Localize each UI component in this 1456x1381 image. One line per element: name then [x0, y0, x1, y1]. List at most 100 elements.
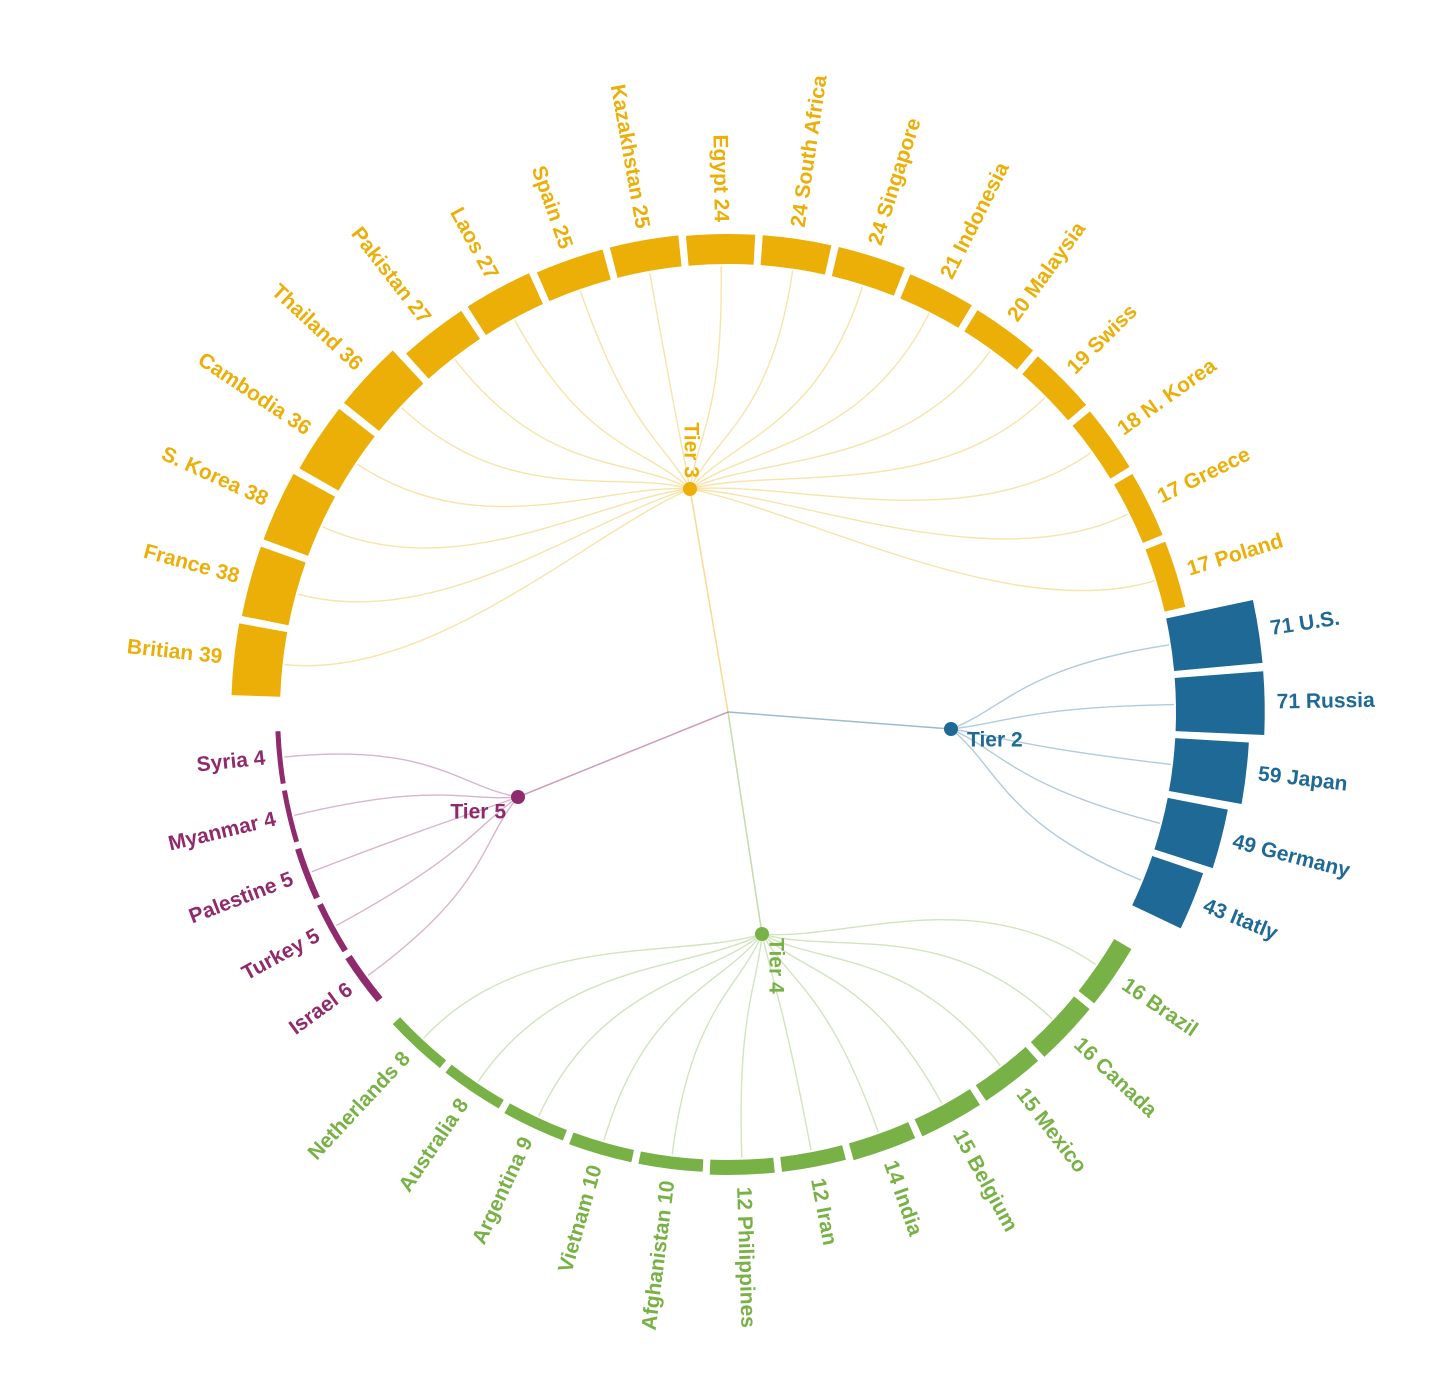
branch-link-thailand — [401, 407, 691, 490]
label-spain: Spain 25 — [527, 163, 577, 252]
label-britian: Britian 39 — [126, 635, 224, 668]
branch-link-kazakhstan — [649, 272, 691, 490]
bar-philippines — [709, 1157, 775, 1175]
tier-label-tier-4: Tier 4 — [764, 938, 787, 994]
tier-node-tier-4 — [755, 927, 769, 941]
bar-australia — [445, 1064, 504, 1109]
bar-spain — [536, 249, 611, 302]
label-iran: 12 Iran — [806, 1176, 841, 1247]
label-cambodia: Cambodia 36 — [194, 348, 315, 440]
branch-link-belgium — [761, 933, 943, 1104]
label-laos: Laos 27 — [445, 204, 503, 284]
branch-link-pakistan — [454, 359, 691, 490]
bar-u-s — [1166, 599, 1263, 672]
label-palestine: Palestine 5 — [186, 867, 297, 928]
branch-link-swiss — [689, 397, 1046, 490]
tier-node-tier-5 — [511, 790, 525, 804]
branch-link-greece — [689, 488, 1129, 540]
bar-singapore — [831, 247, 905, 296]
label-greece: 17 Greece — [1154, 443, 1254, 508]
bar-kazakhstan — [609, 235, 682, 278]
branch-link-u-s — [950, 644, 1170, 730]
branch-link-egypt — [689, 266, 722, 490]
bar-poland — [1145, 541, 1186, 612]
tier-node-tier-3 — [683, 482, 697, 496]
bar-swiss — [1022, 356, 1087, 421]
bar-india — [848, 1122, 916, 1161]
bar-turkey — [317, 903, 348, 953]
trunk-link-tier-4 — [727, 711, 763, 935]
branch-link-south-africa — [689, 270, 794, 490]
branch-link-france — [297, 488, 691, 603]
label-s-korea: S. Korea 38 — [158, 442, 272, 511]
bar-syria — [275, 731, 286, 785]
tier-node-tier-2 — [944, 722, 958, 736]
branch-link-canada — [761, 933, 1053, 1020]
label-indonesia: 21 Indonesia — [936, 158, 1014, 282]
label-kazakhstan: Kazakhstan 25 — [606, 83, 654, 231]
bar-itatly — [1132, 856, 1204, 929]
branch-link-germany — [950, 728, 1161, 824]
label-australia: Australia 8 — [394, 1094, 473, 1196]
bar-palestine — [295, 847, 320, 900]
bar-britian — [231, 623, 288, 697]
branch-link-itatly — [950, 728, 1142, 881]
bar-germany — [1154, 797, 1228, 869]
branch-link-israel — [367, 796, 519, 976]
bar-argentina — [504, 1103, 567, 1141]
branch-link-netherlands — [423, 933, 763, 1039]
branch-link-spain — [579, 290, 691, 490]
label-n-korea: 18 N. Korea — [1113, 354, 1221, 440]
branch-link-poland — [689, 488, 1155, 592]
branch-link-iran — [761, 933, 812, 1151]
bar-netherlands — [392, 1017, 447, 1068]
branch-link-philippines — [740, 933, 763, 1158]
label-itatly: 43 Itatly — [1200, 894, 1281, 945]
label-japan: 59 Japan — [1257, 762, 1349, 795]
tier-label-tier-3: Tier 3 — [679, 422, 702, 478]
bar-afghanistan — [638, 1151, 704, 1172]
tier-label-tier-2: Tier 2 — [967, 729, 1023, 752]
label-singapore: 24 Singapore — [864, 115, 926, 248]
branch-link-australia — [477, 933, 763, 1082]
label-mexico: 15 Mexico — [1012, 1084, 1091, 1178]
branch-link-brazil — [761, 919, 1097, 966]
label-belgium: 15 Belgium — [948, 1126, 1022, 1235]
label-france: France 38 — [141, 540, 242, 588]
label-israel: Israel 6 — [285, 978, 357, 1039]
branch-link-malaysia — [689, 350, 991, 490]
branch-link-vietnam — [603, 933, 763, 1141]
bar-cambodia — [299, 408, 375, 491]
bar-iran — [780, 1145, 846, 1172]
label-netherlands: Netherlands 8 — [303, 1047, 415, 1164]
country-bars — [231, 234, 1265, 1175]
tree-links — [284, 266, 1174, 1158]
label-u-s: 71 U.S. — [1269, 607, 1342, 640]
branch-link-syria — [284, 753, 519, 798]
branch-link-cambodia — [356, 463, 691, 508]
bar-france — [241, 546, 306, 626]
bar-brazil — [1078, 939, 1132, 1004]
bar-egypt — [685, 234, 756, 266]
bar-russia — [1174, 671, 1265, 735]
label-brazil: 16 Brazil — [1118, 973, 1202, 1041]
branch-link-mexico — [761, 933, 1001, 1066]
trunk-link-tier-3 — [689, 488, 729, 713]
label-germany: 49 Germany — [1230, 830, 1352, 882]
bar-myanmar — [281, 790, 300, 843]
label-argentina: Argentina 9 — [468, 1133, 538, 1247]
bar-thailand — [343, 350, 424, 432]
bar-pakistan — [406, 310, 480, 379]
label-syria: Syria 4 — [196, 747, 267, 777]
bar-mexico — [975, 1046, 1039, 1101]
bar-south-africa — [760, 235, 832, 275]
label-south-africa: 24 South Africa — [787, 73, 832, 228]
label-egypt: Egypt 24 — [708, 134, 732, 222]
branch-link-laos — [514, 319, 691, 490]
tier-nodes: Tier 2 Tier 4 Tier 5 Tier 3 — [450, 422, 1022, 994]
branch-link-britian — [284, 488, 691, 667]
label-philippines: 12 Philippines — [732, 1186, 759, 1328]
branch-link-afghanistan — [671, 933, 763, 1155]
branch-link-s-korea — [322, 488, 691, 549]
